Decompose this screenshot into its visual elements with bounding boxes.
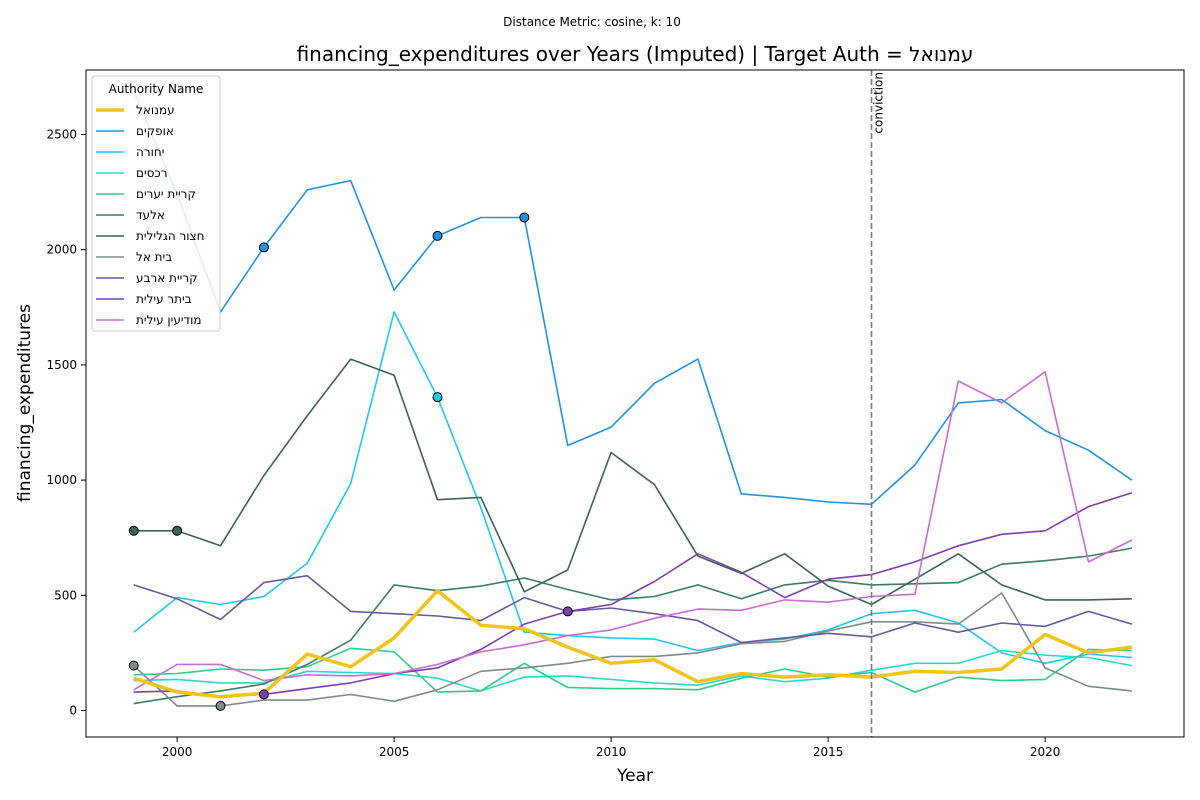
series-line: [133, 574, 1133, 644]
y-tick-label: 0: [69, 704, 77, 718]
imputed-point: [215, 700, 226, 711]
series-line: [133, 592, 1132, 707]
y-tick-label: 500: [54, 588, 77, 602]
legend-entry: עמנואל: [136, 103, 175, 117]
imputed-point: [128, 660, 139, 671]
y-tick-label: 2500: [46, 128, 77, 142]
y-axis: 0 500 1000 1500 2000 2500: [46, 128, 86, 718]
legend-entry: בית אל: [136, 250, 172, 264]
series-line: [133, 588, 1133, 699]
series-line: [133, 649, 1133, 692]
chart-suptitle: Distance Metric: cosine, k: 10: [503, 15, 681, 29]
x-tick-label: 2015: [813, 745, 844, 759]
legend-entry: יחורה: [136, 145, 164, 159]
series-line: [133, 311, 1132, 665]
imputed-point: [432, 392, 443, 403]
x-tick-label: 2000: [162, 745, 193, 759]
imputed-point: [172, 525, 183, 536]
imputed-point: [258, 242, 269, 253]
legend-entry: קריית יערים: [136, 187, 196, 201]
legend-box: [91, 75, 221, 332]
series-line: [133, 358, 1132, 606]
x-tick-label: 2005: [379, 745, 410, 759]
legend-title: Authority Name: [109, 82, 204, 96]
chart-title: financing_expenditures over Years (Imput…: [297, 42, 974, 66]
imputed-point: [258, 689, 269, 700]
legend-entry: קריית ארבע: [136, 271, 198, 285]
x-axis-label: Year: [616, 766, 653, 786]
legend-entry: רכסים: [136, 166, 168, 180]
legend: Authority Name עמנואל אופקים יחורה רכסים קריי…: [91, 75, 221, 332]
legend-entry: מודיעין עילית: [136, 313, 202, 327]
series-line: [133, 370, 1133, 691]
legend-entry: ביתר עילית: [136, 292, 192, 306]
imputed-point: [519, 212, 530, 223]
plot-frame: [85, 69, 1185, 738]
y-axis-label: financing_expenditures: [15, 304, 35, 502]
series-line: [133, 547, 1133, 705]
imputed-point: [128, 525, 139, 536]
imputed-point: [562, 606, 573, 617]
y-tick-label: 1000: [46, 473, 77, 487]
series-line: [132, 90, 1133, 506]
conviction-label: conviction: [872, 72, 886, 134]
x-axis: 2000 2005 2010 2015 2020: [162, 737, 1061, 759]
y-tick-label: 1500: [46, 358, 77, 372]
y-tick-label: 2000: [46, 243, 77, 257]
series-line: [133, 492, 1133, 698]
x-tick-label: 2020: [1030, 745, 1061, 759]
legend-entry: חצור הגלילית: [136, 229, 205, 243]
imputed-point: [432, 230, 443, 241]
legend-entry: אופקים: [136, 124, 174, 138]
legend-entry: אלעד: [136, 208, 165, 222]
plot-area: conviction: [128, 70, 1133, 737]
x-tick-label: 2010: [596, 745, 627, 759]
